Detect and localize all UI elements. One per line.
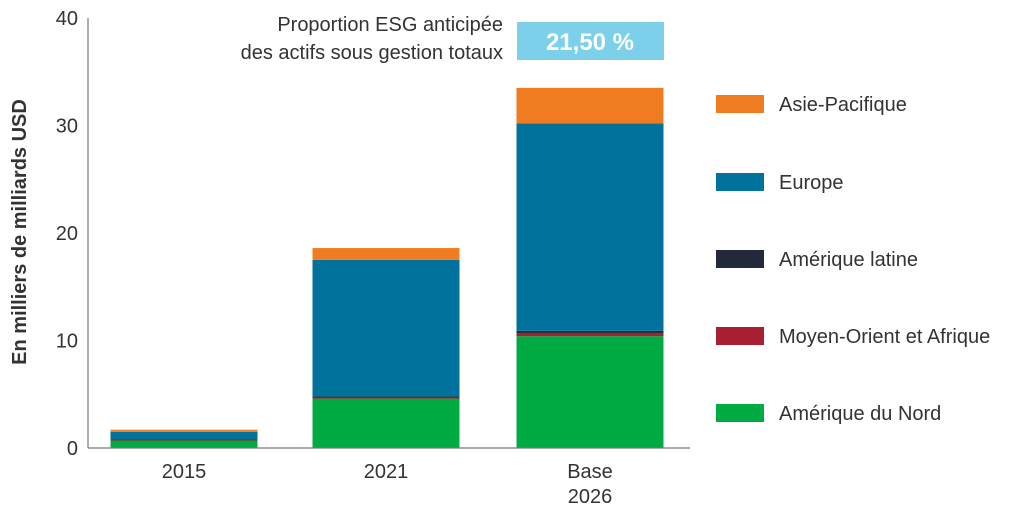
legend-label: Moyen-Orient et Afrique — [779, 326, 990, 348]
bar-segment — [516, 332, 664, 337]
esg-annotation: Proportion ESG anticipée des actifs sous… — [241, 14, 664, 64]
x-axis-ticks: 2015 2021 Base 2026 — [162, 461, 613, 508]
annotation-line-2: des actifs sous gestion totaux — [241, 42, 503, 64]
bar-segment — [110, 431, 258, 440]
legend-swatch — [716, 327, 764, 345]
y-axis-label: En milliers de milliards USD — [9, 99, 31, 365]
legend-label: Amérique latine — [779, 249, 918, 271]
bars — [110, 87, 664, 448]
bar-segment — [516, 336, 664, 448]
y-tick-label: 10 — [56, 331, 78, 353]
legend-swatch — [716, 404, 764, 422]
bar-segment — [110, 439, 258, 441]
bar-segment — [312, 248, 460, 260]
bar-segment — [110, 429, 258, 432]
legend: Asie-Pacifique Europe Amérique latine Moyen… — [716, 94, 990, 425]
bar-segment — [312, 397, 460, 399]
bar-segment — [312, 396, 460, 398]
x-tick-label: 2026 — [568, 486, 613, 508]
bar-segment — [516, 87, 664, 124]
esg-share-badge — [517, 22, 664, 60]
legend-swatch — [716, 95, 764, 113]
legend-swatch — [716, 173, 764, 191]
bar-segment — [516, 330, 664, 333]
legend-label: Europe — [779, 172, 844, 194]
bar-segment — [110, 440, 258, 448]
y-tick-label: 40 — [56, 8, 78, 30]
legend-label: Asie-Pacifique — [779, 94, 907, 116]
bar-segment — [110, 439, 258, 440]
esg-share-value: 21,50 % — [546, 29, 634, 56]
bar-segment — [312, 398, 460, 448]
y-tick-label: 0 — [67, 438, 78, 460]
legend-label: Amérique du Nord — [779, 403, 941, 425]
y-tick-label: 20 — [56, 223, 78, 245]
x-tick-label: 2015 — [162, 461, 207, 483]
y-tick-label: 30 — [56, 116, 78, 138]
bar-segment — [516, 123, 664, 331]
x-tick-label: 2021 — [364, 461, 409, 483]
x-tick-label: Base — [567, 461, 613, 483]
y-axis-ticks: 0 10 20 30 40 — [56, 8, 78, 460]
legend-swatch — [716, 250, 764, 268]
bar-segment — [312, 259, 460, 397]
annotation-line-1: Proportion ESG anticipée — [277, 14, 503, 36]
